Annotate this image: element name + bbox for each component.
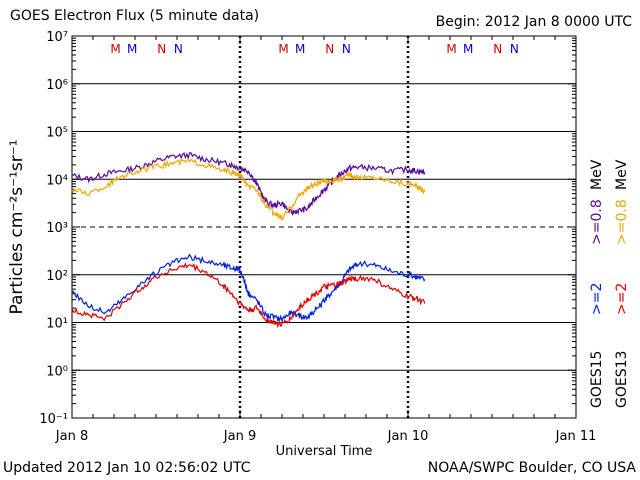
- y-tick-label: 10⁻¹: [39, 412, 68, 427]
- day-marker: M: [110, 42, 120, 56]
- chart-title: GOES Electron Flux (5 minute data): [10, 8, 260, 24]
- x-tick-label: Jan 11: [555, 429, 597, 444]
- y-tick-label: 10²: [46, 269, 68, 284]
- label-layer: 10⁻¹ 10⁰ 10¹ 10² 10³ 10⁴ 10⁵ 10⁶ 10⁷ Jan 8 Jan 9 Ja…: [7, 30, 630, 459]
- legend-satellite-label: GOES15: [589, 351, 605, 408]
- series-line-goes13_gt2: [71, 262, 426, 329]
- day-marker: N: [493, 42, 502, 56]
- day-marker: M: [295, 42, 305, 56]
- y-tick-label: 10³: [46, 221, 68, 236]
- begin-label: Begin: 2012 Jan 8 0000 UTC: [435, 14, 632, 30]
- legend-gt08-label: >=0.8: [589, 199, 605, 245]
- y-tick-label: 10⁴: [46, 173, 68, 188]
- y-tick-label: 10⁶: [46, 78, 68, 93]
- legend-gt2-label: >=2: [614, 283, 630, 315]
- series-line-goes13_gt08: [71, 158, 426, 221]
- credit-label: NOAA/SWPC Boulder, CO USA: [427, 460, 636, 476]
- day-marker: N: [510, 42, 519, 56]
- day-marker: N: [342, 42, 351, 56]
- y-tick-label: 10¹: [46, 317, 68, 332]
- legend-satellite-label: GOES13: [614, 351, 630, 408]
- legend-gt2-label: >=2: [589, 283, 605, 315]
- x-axis-label: Universal Time: [276, 444, 373, 459]
- y-tick-label: 10⁰: [46, 364, 68, 379]
- day-marker: M: [446, 42, 456, 56]
- y-tick-label: 10⁵: [46, 126, 68, 141]
- day-marker: M: [278, 42, 288, 56]
- legend-unit-label: MeV: [589, 159, 605, 190]
- legend-unit-label: MeV: [614, 159, 630, 190]
- day-marker: N: [325, 42, 334, 56]
- x-tick-label: Jan 9: [223, 429, 256, 444]
- axes-layer: [71, 35, 577, 419]
- series-layer: [71, 151, 426, 329]
- day-marker: M: [463, 42, 473, 56]
- x-tick-label: Jan 10: [387, 429, 429, 444]
- legend-gt08-label: >=0.8: [614, 199, 630, 245]
- grid-layer: [72, 36, 576, 418]
- day-marker: N: [174, 42, 183, 56]
- series-line-goes15_gt08: [71, 151, 426, 216]
- day-marker: M: [127, 42, 137, 56]
- y-tick-label: 10⁷: [46, 30, 68, 45]
- updated-label: Updated 2012 Jan 10 02:56:02 UTC: [3, 460, 251, 476]
- y-axis-label: Particles cm⁻²s⁻¹sr⁻¹: [7, 139, 27, 314]
- day-marker: N: [157, 42, 166, 56]
- x-tick-label: Jan 8: [55, 429, 88, 444]
